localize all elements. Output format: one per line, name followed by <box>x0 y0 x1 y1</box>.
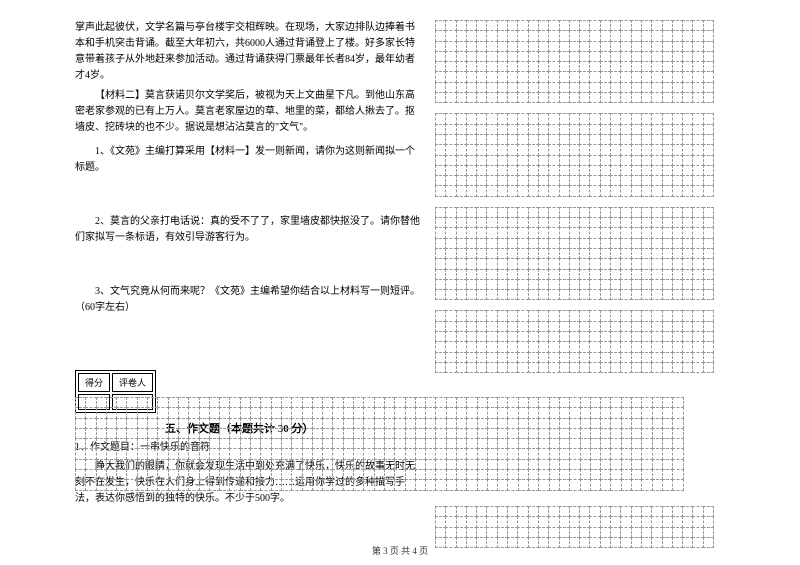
grid-cell <box>703 362 714 373</box>
grid-cell <box>703 185 714 196</box>
grid-cell <box>672 479 683 490</box>
score-header-1: 得分 <box>78 373 110 392</box>
question-1: 1、《文苑》主编打算采用【材料一】发一则新闻，请你为这则新闻拟一个标题。 <box>75 144 420 176</box>
right-grids-container <box>435 20 740 372</box>
grid-cell <box>703 289 714 300</box>
material-label: 【材料二】 <box>95 90 145 101</box>
paragraph-2: 【材料二】莫言获诺贝尔文学奖后，被视为天上文曲星下凡。到他山东高密老家参观的已有… <box>75 88 420 136</box>
grid-cell <box>703 92 714 103</box>
right-column <box>435 20 740 383</box>
paragraph-1: 掌声此起彼伏，文学名篇与亭台楼宇交相辉映。在现场，大家边排队边捧着书本和手机突击… <box>75 20 420 84</box>
score-header-2: 评卷人 <box>112 373 153 392</box>
question-2: 2、莫言的父亲打电话说：真的受不了了，家里墙皮都快抠没了。请你替他们家拟写一条标… <box>75 214 420 246</box>
question-3: 3、文气究竟从何而来呢？《文苑》主编希望你结合以上材料写一则短评。（60字左右） <box>75 284 420 316</box>
full-width-grid <box>75 397 740 501</box>
page-footer: 第 3 页 共 4 页 <box>0 544 800 557</box>
page-container: 掌声此起彼伏，文学名篇与亭台楼宇交相辉映。在现场，大家边排队边捧着书本和手机突击… <box>0 0 800 565</box>
